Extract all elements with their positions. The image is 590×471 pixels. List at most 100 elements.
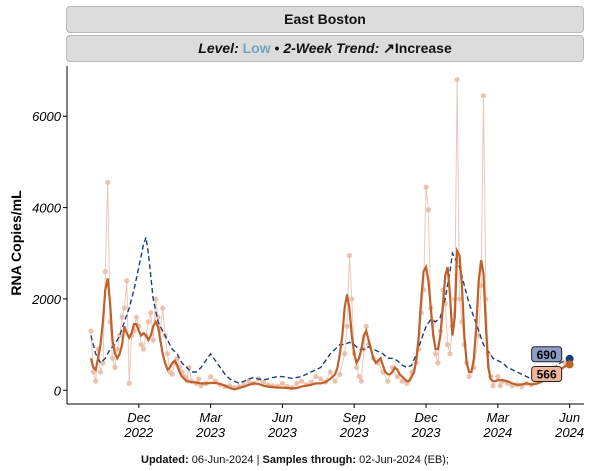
footer-separator: | [256,454,260,466]
sample-point [294,380,300,387]
sample-point [354,364,360,371]
sample-point [102,268,108,275]
sample-point [105,179,111,186]
x-tick-label-month: Dec [127,410,151,425]
sample-point [447,351,453,357]
sample-point [298,378,305,384]
x-tick-label-year: 2022 [123,425,154,440]
sample-point [342,351,348,357]
sample-point [332,378,338,384]
trend-value: Increase [394,40,452,56]
y-tick-label: 4000 [32,201,62,216]
sample-point [97,369,104,375]
sample-point [456,296,463,302]
x-tick-label-year: 2023 [411,425,442,440]
sample-point [196,376,202,382]
sample-point [356,373,362,380]
footer-note: Updated: 06-Jun-2024 | Samples through: … [0,454,590,466]
sample-point [497,383,503,389]
sample-point [327,369,333,375]
updated-value: 06-Jun-2024 [191,454,254,466]
x-tick-label-year: 2024 [554,425,584,440]
sample-point [126,380,132,387]
x-tick-label-year: 2024 [482,425,512,440]
sample-point [138,342,144,348]
sample-point [358,378,365,384]
samples-connector-line [90,79,570,389]
sample-point [114,346,120,352]
sample-point [145,319,151,325]
sample-point [150,337,156,343]
sample-point [112,364,118,371]
latest-average-marker [565,360,574,369]
panel-title: East Boston [284,11,366,27]
level-trend-strip: Level: Low • 2-Week Trend: ↗Increase [66,35,584,62]
sample-point [164,351,171,357]
latest-value-label: 566 [537,367,557,381]
sample-point [318,376,324,382]
sample-point [119,314,125,320]
sample-point [423,184,429,190]
sample-point [466,373,472,380]
sample-point [478,282,484,288]
sample-point [425,207,432,213]
bullet-separator: • [274,40,280,56]
sample-point [109,355,116,361]
sample-point [454,77,460,83]
trend-arrow-icon: ↗ [383,40,395,56]
x-tick-label-month: Mar [487,410,510,425]
sample-point [490,383,496,389]
samples-value: 02-Jun-2024 (EB); [359,454,449,466]
sample-point [124,278,130,284]
samples-label: Samples through: [262,454,357,466]
sample-point [88,328,94,334]
x-tick-label-month: Dec [414,410,438,425]
sample-point [279,380,286,387]
sample-point [90,369,96,375]
sample-point [246,378,252,384]
sample-point [148,310,154,316]
latest-value-box [531,346,563,363]
sample-point [140,346,147,352]
y-axis-title: RNA Copies/mL [8,190,24,296]
smoothed-average-line [89,246,571,391]
sample-point [160,305,166,311]
sample-point [349,296,355,302]
panel-title-strip: East Boston [66,6,584,33]
sample-point [346,252,353,259]
latest-dashed-marker [565,354,574,363]
updated-label: Updated: [141,454,189,466]
sample-point [480,93,487,99]
sample-point [169,371,175,377]
x-tick-label-month: Mar [199,410,222,425]
x-tick-label-month: Sep [343,410,366,425]
sample-point [313,373,319,380]
x-tick-label-year: 2023 [339,425,370,440]
sample-point [363,323,369,329]
level-label: Level: [198,40,239,56]
sample-point [495,373,501,380]
sample-point [260,379,266,385]
sample-point [394,373,400,380]
sample-point [337,371,343,377]
sample-point [435,360,441,366]
x-tick-label-year: 2023 [267,425,298,440]
sample-point [444,342,451,348]
sample-point [121,305,128,311]
level-value: Low [242,40,271,56]
y-tick-label: 2000 [31,292,62,307]
sample-point [93,378,99,384]
sample-point [133,314,140,320]
x-tick-label-month: Jun [271,410,293,425]
sample-point [100,360,106,366]
y-tick-label: 6000 [32,109,62,124]
trend-label: 2-Week Trend: [283,40,380,56]
sample-point [344,323,350,329]
sample-point [208,373,214,380]
x-tick-label-month: Jun [558,410,580,425]
sample-point [152,296,159,302]
x-tick-label-year: 2023 [195,425,226,440]
sample-point [476,332,482,339]
sample-point [399,378,405,384]
